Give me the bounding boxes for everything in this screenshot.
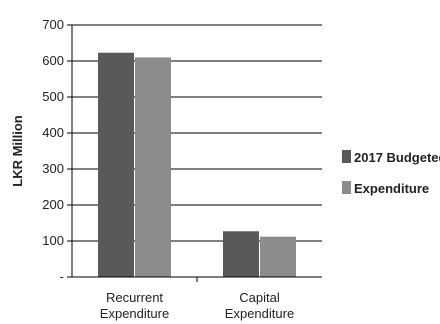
y-axis-title: LKR Million — [10, 115, 25, 187]
y-tick-label: 600 — [42, 53, 64, 68]
x-category-label: Expenditure — [100, 306, 169, 321]
y-tick-label: 400 — [42, 125, 64, 140]
legend-swatch — [342, 150, 351, 163]
axes — [67, 24, 322, 282]
y-tick-label: - — [60, 269, 64, 284]
y-tick-label: 100 — [42, 233, 64, 248]
bar-2017-budgeted — [223, 231, 259, 277]
bar-2017-budgeted — [98, 52, 134, 277]
y-tick-label: 700 — [42, 17, 64, 32]
x-category-label: Capital — [239, 290, 280, 305]
legend-swatch — [342, 181, 351, 194]
bar-expenditure — [260, 236, 296, 277]
legend-label: 2017 Budgeted — [354, 150, 440, 165]
x-category-label: Expenditure — [225, 306, 294, 321]
x-category-label: Recurrent — [106, 290, 163, 305]
legend-label: Expenditure — [354, 181, 429, 196]
legend: 2017 Budgeted Expenditure — [342, 150, 440, 196]
y-tick-labels: - 100 200 300 400 500 600 700 — [42, 17, 64, 284]
bar-expenditure — [135, 57, 171, 278]
y-tick-label: 300 — [42, 161, 64, 176]
bars — [98, 52, 296, 278]
y-tick-label: 200 — [42, 197, 64, 212]
y-tick-label: 500 — [42, 89, 64, 104]
